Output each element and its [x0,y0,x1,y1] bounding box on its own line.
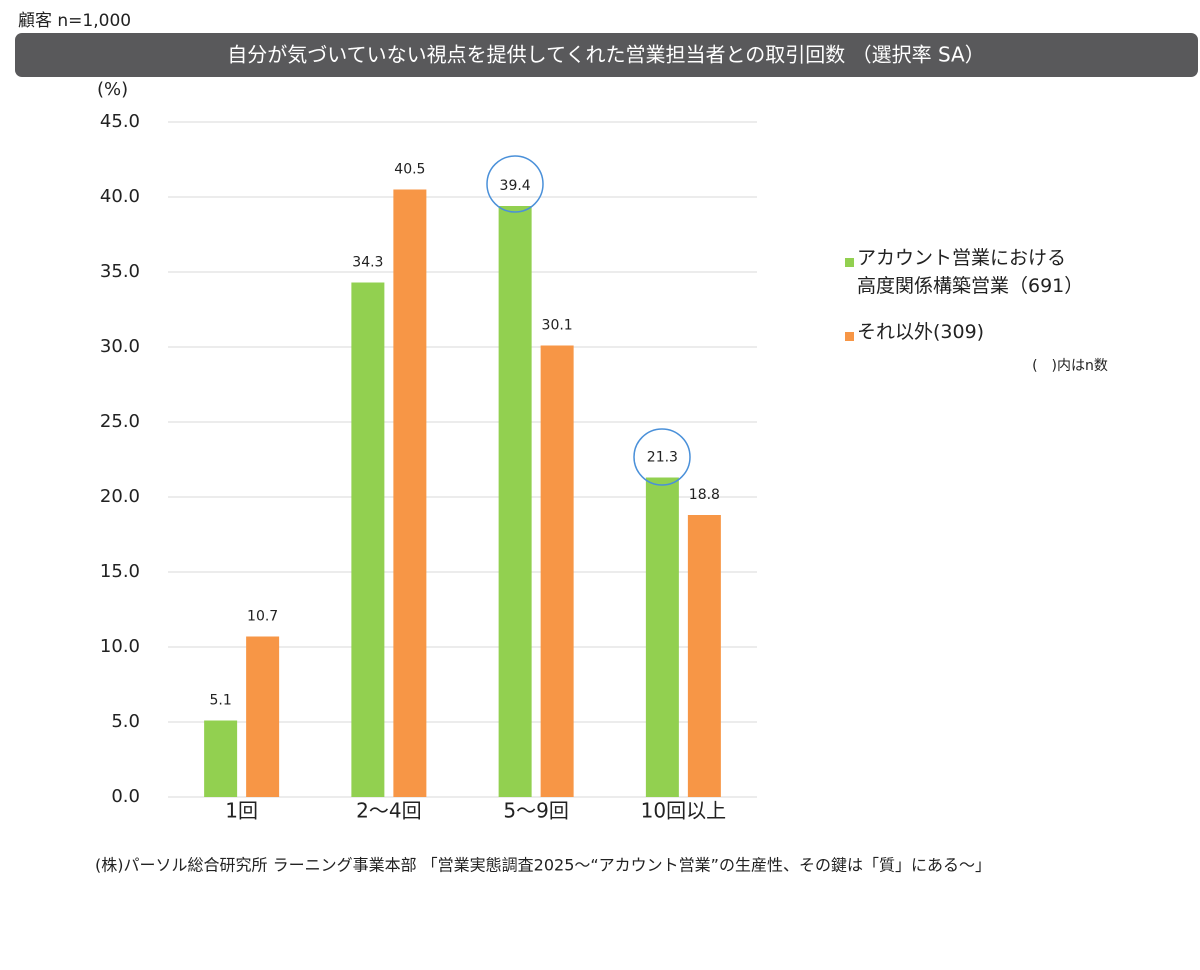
bar [498,206,532,797]
bar [645,477,679,797]
y-unit: (%) [97,79,128,100]
legend-swatch [845,258,854,267]
data-label: 18.8 [689,487,720,503]
legend-label: アカウント営業における 高度関係構築営業（691） [857,247,1084,297]
y-tick-label: 15.0 [100,561,140,582]
data-label: 30.1 [542,318,573,334]
header: 顧客 n=1,000 [18,11,131,31]
highlight-circle [633,428,691,486]
bar [351,282,385,797]
y-tick-label: 0.0 [111,786,140,807]
bar [687,515,721,797]
highlight-circle [486,155,544,213]
legend-label: それ以外(309) [857,321,985,343]
y-tick-label: 40.0 [100,186,140,207]
data-label: 5.1 [209,693,231,709]
data-label: 40.5 [394,162,425,178]
x-tick-label: 1回 [225,799,258,823]
source: (株)パーソル総合研究所 ラーニング事業本部 「営業実態調査2025～“アカウン… [95,856,991,875]
bar [246,636,280,797]
title-bar [15,33,1198,77]
bar [393,189,427,797]
x-tick-label: 10回以上 [641,799,726,823]
data-label: 39.4 [500,178,531,194]
data-label: 34.3 [352,255,383,271]
y-tick-label: 10.0 [100,636,140,657]
y-tick-label: 20.0 [100,486,140,507]
y-tick-label: 25.0 [100,411,140,432]
bar [540,345,574,797]
x-tick-label: 2～4回 [356,799,421,823]
bar [204,720,238,797]
legend-swatch [845,332,854,341]
data-label: 10.7 [247,609,278,625]
y-tick-label: 30.0 [100,336,140,357]
chart-title: 自分が気づいていない視点を提供してくれた営業担当者との取引回数 （選択率 SA） [227,43,984,67]
legend-note: ( )内はn数 [1032,358,1108,374]
y-tick-label: 45.0 [100,111,140,132]
x-tick-label: 5～9回 [503,799,568,823]
data-label: 21.3 [647,450,678,466]
y-tick-label: 35.0 [100,261,140,282]
y-tick-label: 5.0 [111,711,140,732]
